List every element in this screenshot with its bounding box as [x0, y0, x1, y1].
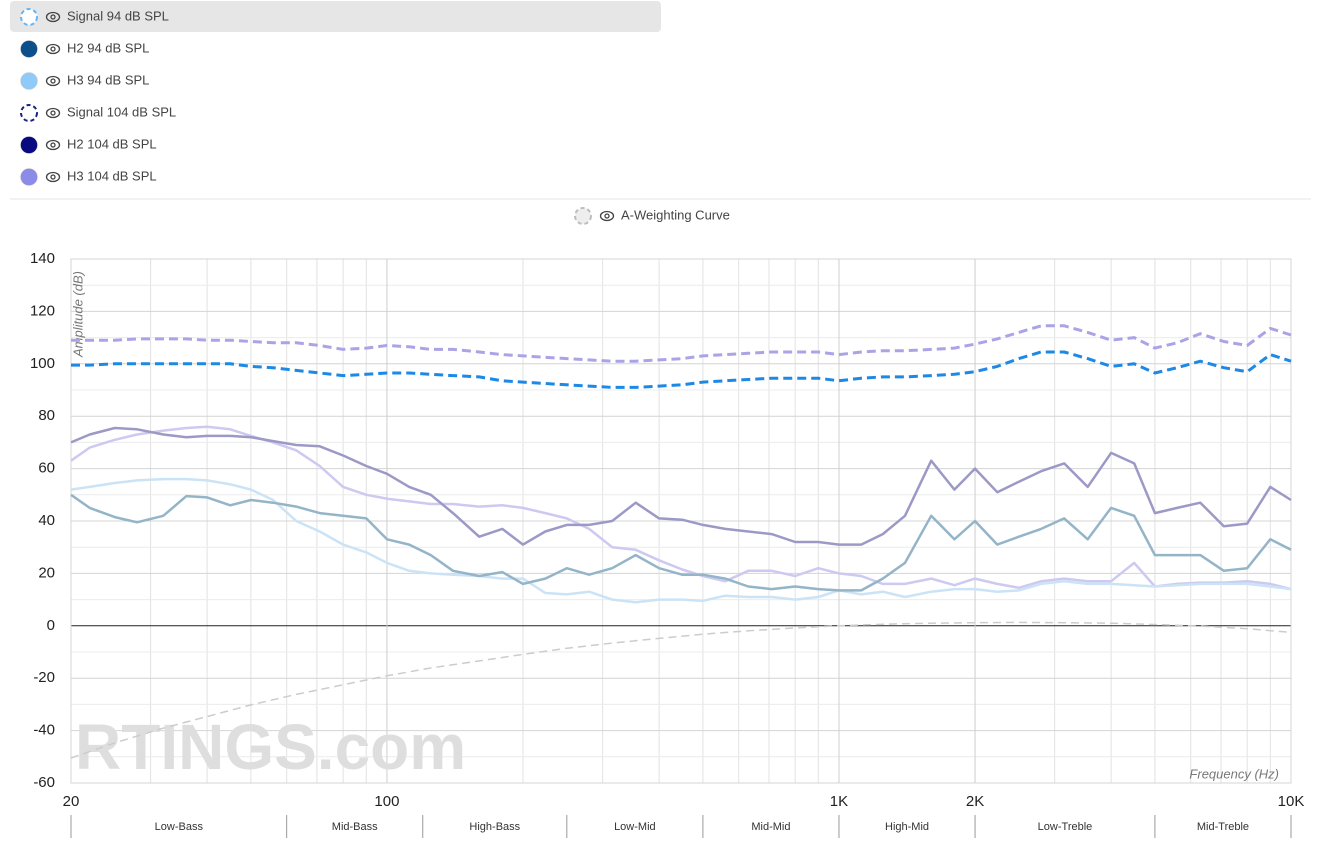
legend-label: H2 94 dB SPL: [67, 40, 149, 55]
legend-item[interactable]: H2 94 dB SPL: [20, 40, 150, 58]
legend-item[interactable]: H2 104 dB SPL: [20, 136, 157, 154]
x-axis-label: Frequency (Hz): [1189, 766, 1279, 781]
legend-item[interactable]: H3 104 dB SPL: [20, 168, 157, 186]
eye-pupil: [50, 174, 56, 180]
band-label: Mid-Mid: [751, 821, 790, 833]
y-tick-label: 60: [38, 460, 55, 477]
y-tick-label: -20: [33, 669, 55, 686]
legend-swatch: [20, 40, 38, 58]
eye-icon: [45, 75, 61, 87]
band-label: High-Bass: [469, 821, 520, 833]
legend-item[interactable]: Signal 94 dB SPL: [20, 8, 169, 26]
series-line: [71, 350, 1292, 389]
legend-label: Signal 94 dB SPL: [67, 8, 169, 23]
y-tick-label: 100: [30, 355, 55, 372]
eye-pupil: [50, 14, 56, 20]
eye-pupil: [50, 110, 56, 116]
y-tick-label: -60: [33, 774, 55, 791]
series-line: [70, 621, 1292, 759]
y-tick-label: 40: [38, 512, 55, 529]
y-tick-label: 20: [38, 564, 55, 581]
legend-swatch: [20, 168, 38, 186]
eye-pupil: [50, 142, 56, 148]
legend-label: Signal 104 dB SPL: [67, 104, 176, 119]
eye-icon: [45, 139, 61, 151]
legend-hover: [10, 1, 661, 32]
eye-pupil: [50, 46, 56, 52]
eye-icon: [45, 43, 61, 55]
band-label: Mid-Treble: [1197, 821, 1249, 833]
plot-border: [70, 258, 1292, 784]
series-line: [70, 425, 1292, 591]
legend-swatch: [20, 136, 38, 154]
legend-swatch: [20, 8, 38, 26]
legend-label: H2 104 dB SPL: [67, 136, 157, 151]
legend-label: H3 104 dB SPL: [67, 168, 157, 183]
y-tick-label: 0: [47, 617, 55, 634]
band-label: Mid-Bass: [332, 821, 378, 833]
grid: [70, 258, 1292, 784]
x-tick-label: 1K: [830, 793, 848, 810]
legend-swatch: [574, 207, 592, 225]
series-line: [70, 426, 1292, 546]
legend-swatch: [20, 72, 38, 90]
band-label: High-Mid: [885, 821, 929, 833]
x-tick-label: 100: [374, 793, 399, 810]
eye-pupil: [604, 213, 610, 219]
eye-pupil: [50, 78, 56, 84]
watermark: RTINGS.com: [75, 711, 466, 783]
legend-swatch: [20, 104, 38, 122]
y-tick-label: 80: [38, 407, 55, 424]
legend-item[interactable]: A-Weighting Curve: [574, 207, 730, 225]
series-line: [71, 324, 1292, 363]
band-label: Low-Mid: [614, 821, 656, 833]
y-tick-label: 120: [30, 302, 55, 319]
band-label: Low-Bass: [155, 821, 204, 833]
x-tick-label: 2K: [966, 793, 984, 810]
band-label: Low-Treble: [1038, 821, 1093, 833]
eye-icon: [599, 210, 615, 222]
eye-icon: [45, 11, 61, 23]
legend-item[interactable]: Signal 104 dB SPL: [20, 104, 176, 122]
series-line: [70, 493, 1292, 592]
y-tick-label: -40: [33, 722, 55, 739]
series-line: [70, 477, 1292, 604]
y-axis-label: Amplitude (dB): [70, 271, 85, 358]
legend-label: H3 94 dB SPL: [67, 72, 149, 87]
y-tick-label: 140: [30, 250, 55, 267]
eye-icon: [45, 107, 61, 119]
eye-icon: [45, 171, 61, 183]
legend-item[interactable]: H3 94 dB SPL: [20, 72, 150, 90]
x-tick-label: 20: [63, 793, 80, 810]
x-tick-label: 10K: [1278, 793, 1305, 810]
legend-label: A-Weighting Curve: [621, 207, 730, 222]
